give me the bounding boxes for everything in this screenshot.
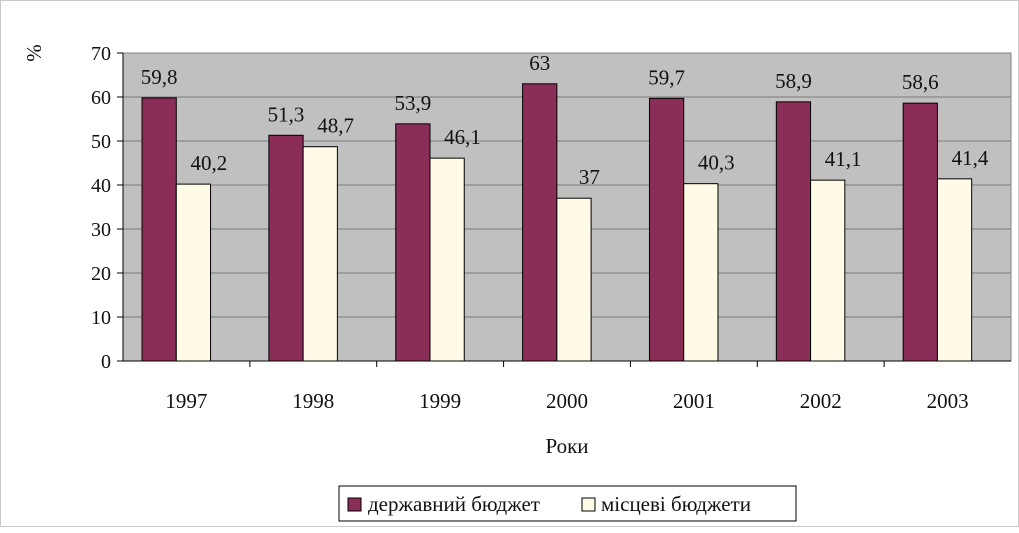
value-label-state-budget: 58,9 — [775, 69, 812, 93]
bar-state-budget — [522, 83, 558, 362]
value-label-local-budgets: 41,4 — [952, 146, 989, 170]
y-tick-label: 70 — [91, 43, 111, 65]
value-label-state-budget: 59,8 — [141, 65, 178, 89]
x-tick-label: 2001 — [673, 389, 715, 413]
value-label-state-budget: 58,6 — [902, 70, 939, 94]
x-tick-label: 1997 — [165, 389, 207, 413]
x-tick-label: 1999 — [419, 389, 461, 413]
value-label-local-budgets: 40,2 — [190, 151, 227, 175]
x-tick-label: 2002 — [800, 389, 842, 413]
y-axis-title: % — [22, 44, 46, 62]
y-tick-label: 40 — [91, 175, 111, 197]
y-axis-ticks: 0 10 20 30 40 50 60 70 — [91, 43, 124, 373]
legend-label-state-budget: державний бюджет — [368, 492, 540, 516]
bar-local-budgets — [302, 146, 338, 362]
value-label-local-budgets: 37 — [579, 165, 600, 189]
bar-state-budget — [648, 97, 685, 362]
bar-state-budget — [775, 101, 812, 362]
bar-state-budget — [902, 102, 938, 362]
y-tick-label: 0 — [101, 351, 111, 373]
legend-swatch-local-budgets — [581, 497, 596, 512]
legend-swatch-state-budget — [347, 497, 362, 512]
x-tick-label: 2003 — [927, 389, 969, 413]
bar-local-budgets — [810, 179, 846, 362]
x-tick-label: 2000 — [546, 389, 588, 413]
value-label-state-budget: 63 — [529, 51, 550, 75]
y-tick-label: 60 — [91, 87, 111, 109]
value-label-local-budgets: 40,3 — [698, 151, 735, 175]
bars — [141, 83, 973, 362]
y-tick-label: 20 — [91, 263, 111, 285]
bar-state-budget — [395, 123, 431, 362]
bar-local-budgets — [936, 178, 973, 362]
y-tick-label: 30 — [91, 219, 111, 241]
value-label-state-budget: 53,9 — [394, 91, 431, 115]
value-labels: 59,8 40,2 51,3 48,7 53,9 46,1 63 37 59,7 40,3 58,9… — [141, 51, 989, 189]
legend: державний бюджет місцеві бюджети — [338, 485, 797, 522]
x-axis-title: Роки — [545, 434, 588, 458]
value-label-state-budget: 51,3 — [268, 102, 305, 126]
bar-state-budget — [141, 97, 177, 362]
value-label-local-budgets: 41,1 — [825, 147, 862, 171]
bar-local-budgets — [556, 197, 592, 362]
legend-label-local-budgets: місцеві бюджети — [601, 492, 751, 516]
legend-frame — [338, 485, 797, 522]
value-label-state-budget: 59,7 — [648, 65, 685, 89]
bar-local-budgets — [683, 183, 719, 362]
y-tick-label: 10 — [91, 307, 111, 329]
x-tick-label: 1998 — [292, 389, 334, 413]
bar-local-budgets — [175, 183, 212, 362]
value-label-local-budgets: 46,1 — [444, 125, 481, 149]
value-label-local-budgets: 48,7 — [317, 114, 354, 138]
bar-state-budget — [268, 134, 304, 362]
y-tick-label: 50 — [91, 131, 111, 153]
bar-local-budgets — [429, 157, 465, 362]
x-axis-ticks: 1997 1998 1999 2000 2001 2002 2003 — [123, 360, 1011, 413]
